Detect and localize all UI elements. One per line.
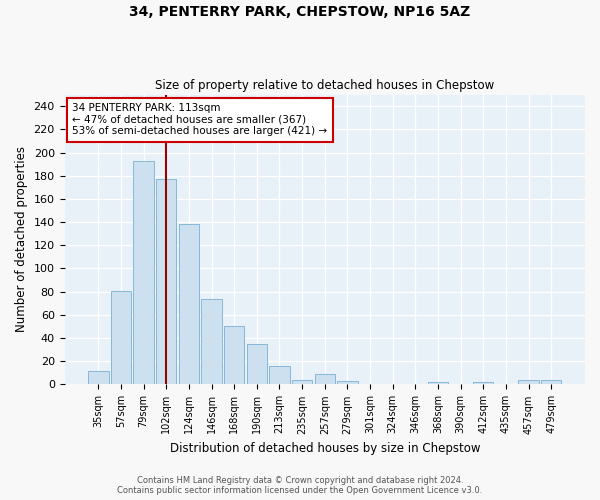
Text: 34, PENTERRY PARK, CHEPSTOW, NP16 5AZ: 34, PENTERRY PARK, CHEPSTOW, NP16 5AZ — [130, 5, 470, 19]
Bar — [179, 224, 199, 384]
Bar — [337, 381, 358, 384]
Title: Size of property relative to detached houses in Chepstow: Size of property relative to detached ho… — [155, 79, 494, 92]
X-axis label: Distribution of detached houses by size in Chepstow: Distribution of detached houses by size … — [170, 442, 480, 455]
Bar — [224, 326, 244, 384]
Bar — [518, 380, 539, 384]
Text: Contains HM Land Registry data © Crown copyright and database right 2024.
Contai: Contains HM Land Registry data © Crown c… — [118, 476, 482, 495]
Bar — [473, 382, 493, 384]
Bar — [202, 298, 222, 384]
Bar — [428, 382, 448, 384]
Bar — [247, 344, 267, 385]
Bar — [156, 179, 176, 384]
Y-axis label: Number of detached properties: Number of detached properties — [15, 146, 28, 332]
Bar — [541, 380, 562, 384]
Bar — [269, 366, 290, 384]
Bar — [292, 380, 313, 384]
Bar — [111, 290, 131, 384]
Bar — [314, 374, 335, 384]
Text: 34 PENTERRY PARK: 113sqm
← 47% of detached houses are smaller (367)
53% of semi-: 34 PENTERRY PARK: 113sqm ← 47% of detach… — [73, 104, 328, 136]
Bar — [133, 160, 154, 384]
Bar — [88, 370, 109, 384]
